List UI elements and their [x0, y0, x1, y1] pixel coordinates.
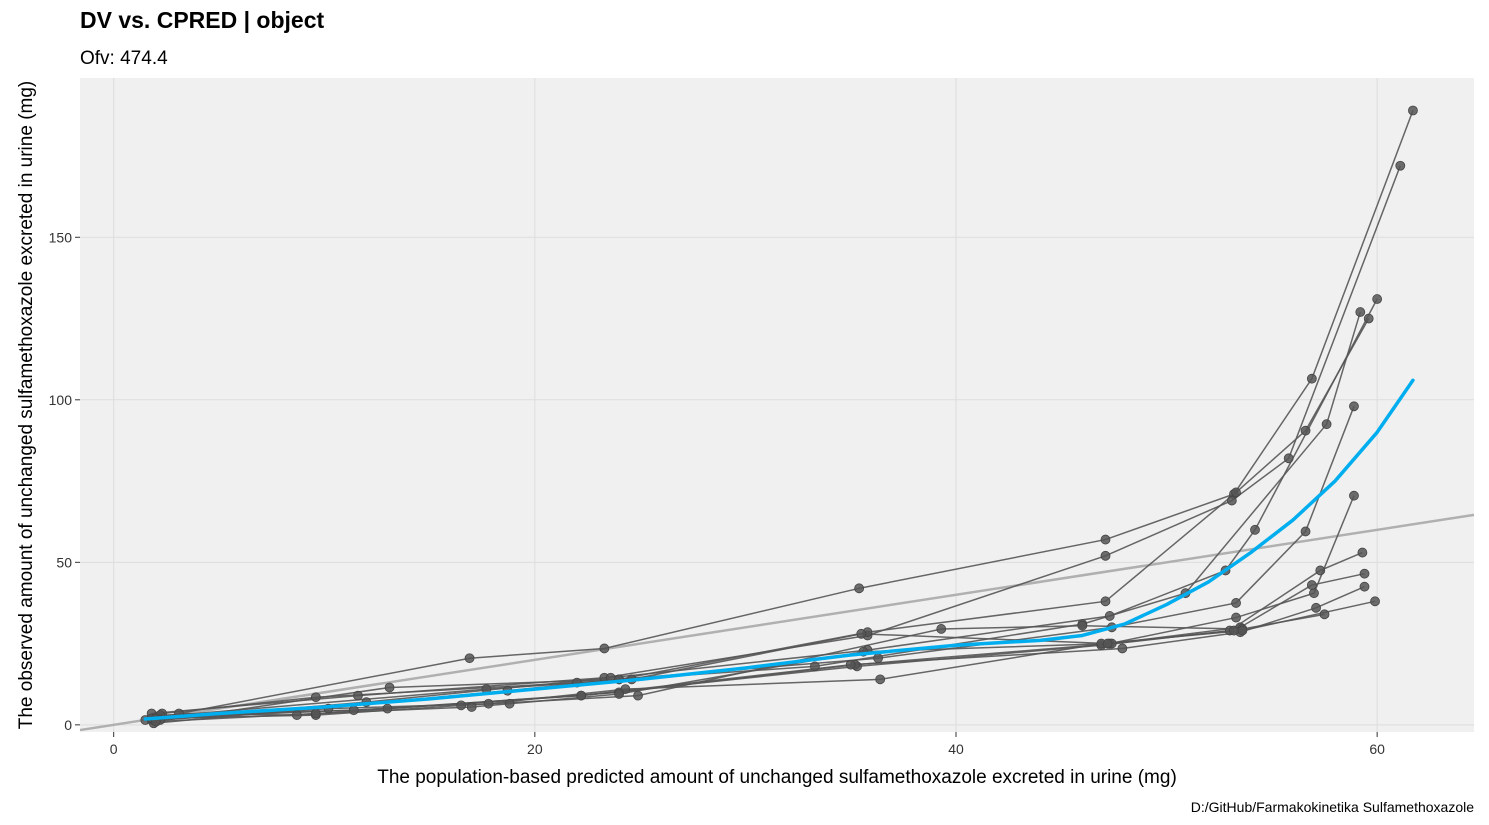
data-point — [310, 692, 321, 703]
axis-ticks: 0 20 40 60 0 50 100 150 — [49, 229, 1385, 757]
data-point — [1321, 419, 1332, 430]
data-point — [1117, 643, 1128, 654]
plot-caption: D:/GitHub/Farmakokinetika Sulfamethoxazo… — [1191, 799, 1474, 815]
data-point — [576, 690, 587, 701]
data-point — [483, 698, 494, 709]
data-point — [614, 689, 624, 699]
data-point — [1077, 620, 1088, 631]
data-point — [1311, 602, 1321, 613]
plot-panel — [80, 78, 1474, 732]
data-point — [1355, 307, 1366, 317]
data-point — [1309, 588, 1319, 599]
data-point — [1102, 638, 1113, 649]
subject-line — [151, 298, 1378, 721]
data-point — [1100, 596, 1111, 607]
data-point — [504, 698, 515, 709]
data-point — [1363, 313, 1374, 324]
data-point — [1372, 294, 1383, 304]
data-point — [936, 624, 947, 634]
smooth-trend-group — [143, 378, 1415, 721]
data-point — [1359, 568, 1370, 579]
chart-title: DV vs. CPRED | object — [80, 7, 325, 33]
x-tick-label: 60 — [1369, 741, 1385, 757]
data-point — [845, 659, 856, 670]
data-point — [384, 682, 395, 693]
data-point — [353, 690, 363, 701]
data-point — [1306, 580, 1317, 590]
grid-lines — [80, 78, 1474, 732]
y-tick-label: 100 — [49, 392, 73, 408]
data-point — [466, 702, 477, 712]
data-point — [1231, 612, 1241, 623]
data-point — [854, 583, 865, 594]
y-tick-label: 0 — [64, 717, 72, 733]
data-point — [456, 700, 467, 711]
y-tick-label: 150 — [49, 229, 73, 245]
data-point — [1349, 490, 1359, 501]
data-point — [1104, 611, 1115, 621]
data-point — [1283, 453, 1294, 464]
data-point — [1100, 534, 1111, 545]
data-point — [464, 653, 475, 664]
data-point — [875, 674, 886, 685]
data-point — [1226, 495, 1237, 506]
subject-line — [155, 318, 1370, 723]
data-point — [1250, 524, 1260, 535]
data-point — [1229, 625, 1239, 636]
data-point — [599, 643, 610, 654]
data-point — [382, 703, 393, 714]
data-point — [810, 661, 820, 672]
chart-subtitle: Ofv: 474.4 — [80, 48, 168, 69]
data-point — [1231, 598, 1241, 608]
data-point — [1357, 547, 1368, 558]
data-point — [1231, 487, 1241, 498]
data-point — [1300, 425, 1311, 436]
y-tick-label: 50 — [56, 554, 72, 570]
data-point — [1300, 526, 1311, 537]
data-point — [633, 690, 643, 701]
subject-line — [145, 110, 1414, 721]
data-point — [1408, 105, 1418, 116]
data-point — [1349, 401, 1359, 412]
data-point — [873, 653, 883, 664]
y-axis-label: The observed amount of unchanged sulfame… — [16, 81, 37, 730]
data-point — [348, 705, 359, 716]
data-point — [1395, 160, 1406, 171]
data-point — [1100, 550, 1111, 561]
data-point — [1315, 565, 1326, 576]
data-point — [291, 710, 302, 720]
x-tick-label: 0 — [110, 741, 118, 757]
data-point — [1237, 625, 1248, 636]
data-point — [1319, 609, 1330, 620]
x-tick-label: 40 — [948, 741, 964, 757]
subject-line — [155, 629, 1235, 723]
data-point — [856, 628, 867, 639]
data-point — [1370, 596, 1380, 607]
x-tick-label: 20 — [527, 741, 543, 757]
data-point — [310, 708, 321, 719]
x-axis-label: The population-based predicted amount of… — [377, 767, 1177, 788]
data-point — [1359, 581, 1370, 592]
data-point — [1306, 373, 1317, 384]
smooth-trend-line — [143, 378, 1415, 721]
